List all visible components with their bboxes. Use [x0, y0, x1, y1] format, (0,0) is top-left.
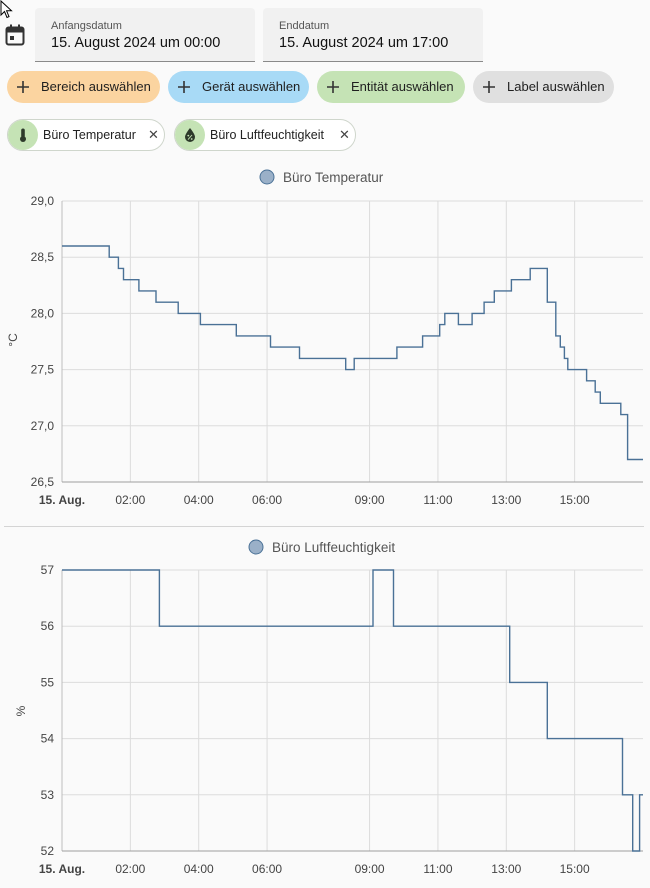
x-tick-label: 11:00 — [423, 493, 452, 507]
selected-entity-chip[interactable]: Büro Luftfeuchtigkeit ✕ — [174, 119, 356, 151]
remove-chip-icon[interactable]: ✕ — [339, 127, 350, 142]
y-tick-label: 52 — [41, 844, 55, 858]
thermometer-icon — [20, 128, 26, 142]
legend-label: Büro Temperatur — [283, 170, 384, 185]
calendar-icon[interactable] — [5, 24, 25, 46]
x-tick-label: 09:00 — [355, 862, 385, 876]
end-date-value[interactable]: 15. August 2024 um 17:00 — [279, 35, 449, 51]
y-tick-label: 54 — [41, 732, 55, 746]
legend-label: Büro Luftfeuchtigkeit — [272, 540, 395, 555]
x-tick-label: 13:00 — [491, 493, 521, 507]
plus-icon — [178, 81, 190, 93]
chart-divider — [4, 526, 644, 527]
plus-icon — [17, 81, 29, 93]
water-percent-icon — [185, 128, 195, 142]
y-axis-label: °C — [6, 333, 20, 347]
y-tick-label: 27,0 — [31, 419, 55, 433]
y-tick-label: 28,0 — [31, 306, 55, 320]
y-axis-label: % — [14, 705, 28, 716]
y-tick-label: 57 — [41, 563, 55, 577]
x-tick-label: 13:00 — [491, 862, 521, 876]
choose-entity-label: Entität auswählen — [351, 79, 454, 94]
start-date-label: Anfangsdatum — [51, 20, 122, 32]
y-tick-label: 27,5 — [31, 363, 55, 377]
temperature-chart: Büro Temperatur °C 29,0 28,5 28,0 27,5 27,0 2… — [6, 169, 643, 507]
plus-icon — [327, 81, 339, 93]
choose-area-label: Bereich auswählen — [41, 79, 151, 94]
choose-label-button[interactable]: Label auswählen — [473, 71, 614, 103]
remove-chip-icon[interactable]: ✕ — [148, 127, 159, 142]
chip-avatar — [175, 120, 205, 150]
y-tick-label: 26,5 — [31, 475, 55, 489]
humidity-chart: Büro Luftfeuchtigkeit % 57 56 55 54 53 52 15.… — [14, 539, 643, 876]
start-date-value[interactable]: 15. August 2024 um 00:00 — [51, 35, 221, 51]
series-line — [62, 569, 643, 852]
y-tick-label: 55 — [41, 675, 55, 689]
y-tick-label: 28,5 — [31, 250, 55, 264]
end-date-field[interactable]: Enddatum 15. August 2024 um 17:00 — [263, 8, 483, 62]
mouse-cursor-icon — [0, 0, 13, 19]
choose-area-button[interactable]: Bereich auswählen — [7, 71, 160, 103]
series-line — [62, 245, 643, 461]
x-tick-label: 15:00 — [560, 862, 590, 876]
x-tick-label: 15. Aug. — [39, 493, 85, 507]
x-tick-label: 04:00 — [184, 862, 214, 876]
y-tick-label: 29,0 — [31, 194, 55, 208]
selected-entity-chip[interactable]: Büro Temperatur ✕ — [7, 119, 165, 151]
x-tick-label: 15:00 — [560, 493, 590, 507]
legend-marker — [259, 169, 275, 185]
legend-item[interactable]: Büro Temperatur — [259, 169, 384, 185]
y-tick-label: 53 — [41, 788, 55, 802]
x-tick-label: 02:00 — [115, 493, 145, 507]
choose-label-label: Label auswählen — [507, 79, 605, 94]
chip-label: Büro Temperatur — [43, 128, 136, 142]
plus-icon — [483, 81, 495, 93]
choose-device-label: Gerät auswählen — [202, 79, 301, 94]
x-tick-label: 04:00 — [184, 493, 214, 507]
legend-marker — [248, 539, 264, 555]
chip-label: Büro Luftfeuchtigkeit — [210, 128, 324, 142]
x-tick-label: 11:00 — [423, 862, 452, 876]
y-tick-label: 56 — [41, 619, 55, 633]
x-tick-label: 09:00 — [355, 493, 385, 507]
x-tick-label: 06:00 — [252, 493, 282, 507]
end-date-label: Enddatum — [279, 20, 330, 32]
x-tick-label: 15. Aug. — [39, 862, 85, 876]
start-date-field[interactable]: Anfangsdatum 15. August 2024 um 00:00 — [35, 8, 255, 62]
legend-item[interactable]: Büro Luftfeuchtigkeit — [248, 539, 395, 555]
x-tick-label: 06:00 — [252, 862, 282, 876]
choose-entity-button[interactable]: Entität auswählen — [317, 71, 465, 103]
choose-device-button[interactable]: Gerät auswählen — [168, 71, 309, 103]
x-tick-label: 02:00 — [115, 862, 145, 876]
chip-avatar — [8, 120, 38, 150]
